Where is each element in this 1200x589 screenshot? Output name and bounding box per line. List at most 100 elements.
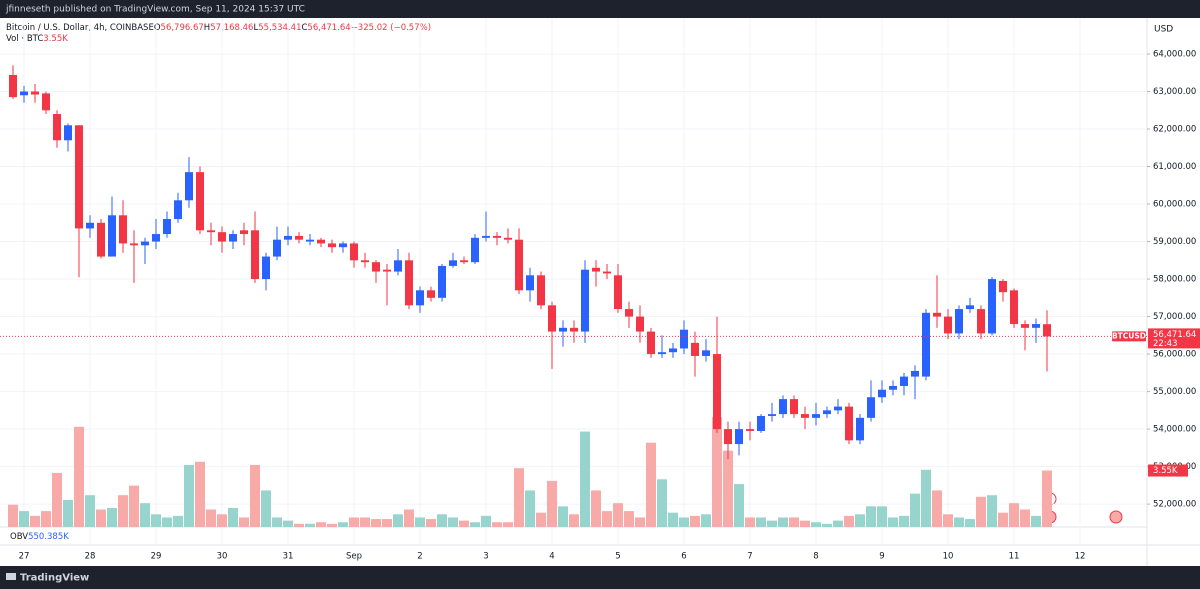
- obv-value: 550.385K: [28, 532, 69, 542]
- volume-bar: [877, 506, 887, 527]
- volume-bar: [63, 499, 73, 527]
- candle-body: [746, 429, 754, 431]
- volume-bar: [855, 514, 865, 527]
- volume-bar: [404, 509, 414, 527]
- volume-bar: [261, 490, 271, 527]
- candle-body: [163, 219, 171, 235]
- candle-body: [570, 327, 578, 332]
- candle-body: [97, 222, 105, 257]
- volume-name: Vol · BTC: [6, 34, 43, 44]
- candle-body: [911, 370, 919, 377]
- volume-bar: [382, 519, 392, 527]
- legend-key: O: [154, 23, 161, 33]
- candle-body: [592, 267, 600, 272]
- candle-body: [680, 329, 688, 349]
- last-price-bg: [1148, 328, 1200, 349]
- volume-bar: [844, 515, 854, 527]
- candle-body: [636, 316, 644, 332]
- candle-body: [955, 309, 963, 334]
- brand-logo: [6, 573, 16, 580]
- volume-bar: [701, 514, 711, 527]
- x-tick-label: 10: [943, 552, 954, 562]
- currency-label: USD: [1154, 25, 1173, 35]
- x-tick-label: 4: [549, 552, 554, 562]
- volume-bar: [349, 517, 359, 527]
- volume-bar: [8, 504, 18, 527]
- y-tick-label: 56,000.00: [1153, 350, 1196, 360]
- candle-body: [537, 275, 545, 306]
- volume-bar: [118, 495, 128, 527]
- brand-text: TradingView: [20, 573, 89, 584]
- legend-value: 57,168.46: [210, 23, 253, 33]
- volume-bar: [426, 519, 436, 527]
- event-icon: [1109, 510, 1123, 524]
- volume-bar: [734, 484, 744, 527]
- volume-bar: [1009, 503, 1019, 527]
- volume-bar: [954, 517, 964, 527]
- volume-bar: [19, 511, 29, 527]
- candle-body: [64, 125, 72, 141]
- candle-body: [1043, 324, 1051, 337]
- volume-bar: [393, 514, 403, 527]
- legend-value: 56,796.67: [161, 23, 204, 33]
- candle-body: [174, 200, 182, 220]
- candle-body: [878, 389, 886, 398]
- symbol-tag: BTCUSD: [1112, 331, 1146, 340]
- volume-bar: [822, 523, 832, 527]
- candle-body: [218, 232, 226, 242]
- volume-bar: [745, 517, 755, 527]
- volume-label: 3.55K: [1153, 466, 1178, 476]
- volume-bar: [129, 485, 139, 527]
- volume-bar: [107, 507, 117, 527]
- y-tick-label: 63,000.00: [1153, 87, 1196, 97]
- volume-bar: [437, 514, 447, 527]
- candle-body: [31, 91, 39, 95]
- volume-bar: [899, 515, 909, 527]
- candle-body: [559, 327, 567, 332]
- volume-bar: [778, 517, 788, 527]
- y-tick-label: 61,000.00: [1153, 162, 1196, 172]
- volume-bar: [932, 490, 942, 527]
- volume-bar: [283, 520, 293, 527]
- volume-bar: [591, 490, 601, 527]
- candle-body: [790, 399, 798, 415]
- candle-body: [504, 237, 512, 240]
- candle-body: [141, 241, 149, 246]
- y-tick-label: 57,000.00: [1153, 312, 1196, 322]
- volume-bar: [943, 514, 953, 527]
- candle-body: [196, 172, 204, 231]
- candle-body: [768, 414, 776, 416]
- volume-bar: [921, 469, 931, 527]
- candle-body: [482, 235, 490, 238]
- candle-body: [306, 239, 314, 242]
- candle-body: [779, 399, 787, 415]
- candle-body: [42, 93, 50, 111]
- candle-body: [856, 417, 864, 441]
- candle-body: [933, 312, 941, 317]
- candle-body: [251, 230, 259, 280]
- candle-body: [1021, 324, 1029, 328]
- y-tick-label: 54,000.00: [1153, 425, 1196, 435]
- volume-bar: [217, 514, 227, 527]
- volume-bar: [415, 517, 425, 527]
- candle-body: [526, 275, 534, 291]
- candle-body: [284, 235, 292, 240]
- legend-value: 55,534.41: [258, 23, 301, 33]
- obv-legend: OBV550.385K: [10, 532, 69, 542]
- volume-bar: [547, 480, 557, 527]
- volume-bar: [96, 509, 106, 527]
- volume-bar: [1020, 509, 1030, 527]
- volume-bar: [888, 517, 898, 527]
- x-tick-label: 3: [483, 552, 488, 562]
- volume-bar: [1042, 470, 1052, 527]
- volume-bar: [250, 464, 260, 527]
- volume-bar: [195, 461, 205, 527]
- candle-body: [119, 215, 127, 244]
- x-tick-label: 9: [879, 552, 884, 562]
- candle-body: [669, 348, 677, 353]
- volume-bar: [481, 515, 491, 527]
- y-tick-label: 52,000.00: [1153, 500, 1196, 510]
- candle-body: [1032, 324, 1040, 328]
- candle-body: [339, 243, 347, 248]
- candle-body: [823, 410, 831, 415]
